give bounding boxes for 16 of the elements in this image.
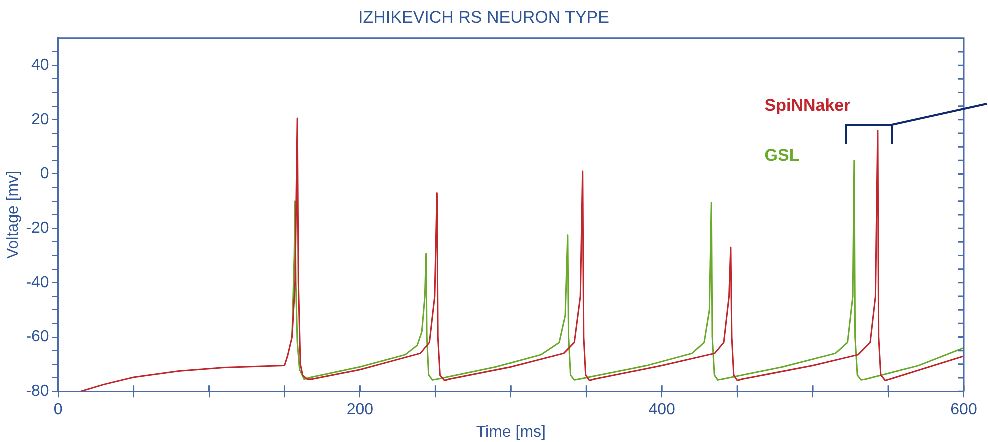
x-tick-label: 600 [950, 402, 978, 419]
y-axis-title: Voltage [mv] [5, 170, 22, 260]
y-tick-label: 40 [32, 56, 50, 74]
chart-title: IZHIKEVICH RS NEURON TYPE [358, 8, 610, 27]
y-tick-label: -40 [26, 274, 50, 292]
y-tick-label: -80 [26, 383, 50, 400]
x-tick-label: 400 [648, 402, 676, 419]
text: GSL [764, 146, 800, 166]
x-axis-title: Time [ms] [476, 424, 546, 441]
y-tick-label: -20 [26, 220, 50, 237]
y-tick-label: -60 [26, 328, 50, 346]
x-tick-label: 0 [54, 402, 63, 419]
y-tick-label: 0 [40, 166, 50, 183]
series-label: SpiNNaker [764, 96, 852, 116]
x-tick-label: 200 [346, 402, 374, 419]
y-tick-label: 20 [32, 111, 50, 128]
